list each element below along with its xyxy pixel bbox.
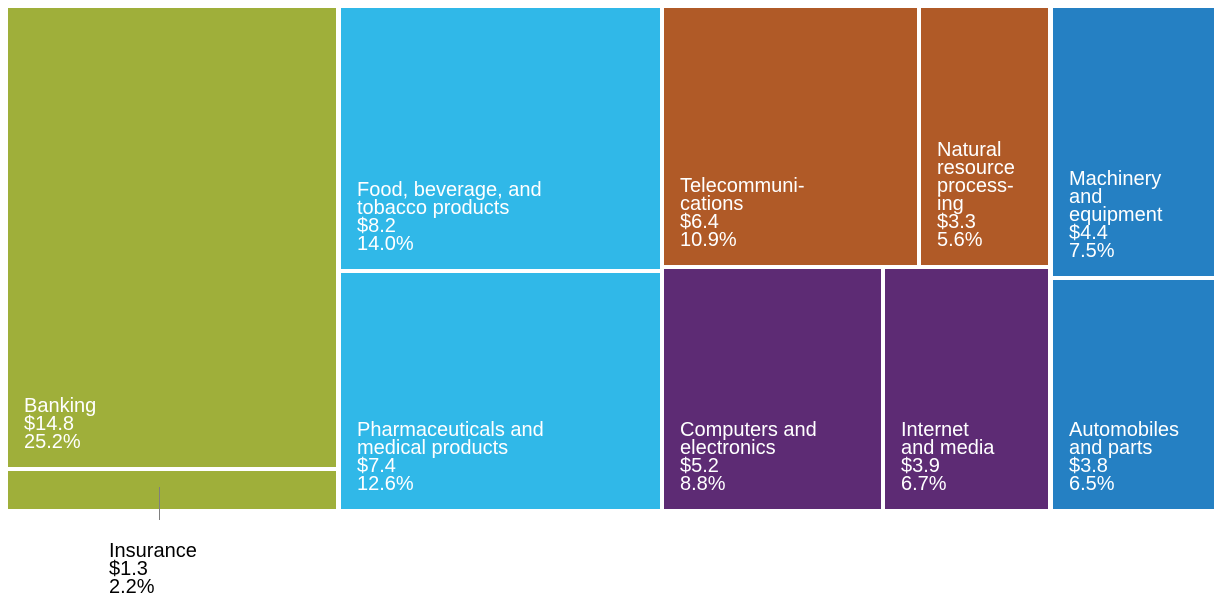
tile-name-line: Banking — [24, 395, 97, 417]
tile-share: 8.8% — [680, 473, 726, 495]
tile-share: 6.7% — [901, 473, 947, 495]
tile-name-line: cations — [680, 193, 744, 215]
tile-telecom: Telecommuni-cations $6.4 10.9% — [664, 8, 917, 265]
tile-value: $3.9 — [901, 455, 940, 477]
tile-machinery: Machinery and equipment $4.4 7.5% — [1053, 8, 1214, 276]
tile-share: 7.5% — [1069, 240, 1115, 262]
tile-label-banking: Banking $14.8 25.2% — [24, 395, 97, 453]
tile-share: 6.5% — [1069, 473, 1115, 495]
tile-name-line: ing — [937, 193, 964, 215]
tile-label-computers: Computers and electronics $5.2 8.8% — [680, 419, 817, 495]
tile-label-food: Food, beverage, and tobacco products $8.2 1… — [357, 179, 542, 255]
tile-name-line: process- — [937, 175, 1014, 197]
tile-name-line: resource — [937, 157, 1015, 179]
tile-value: $6.4 — [680, 211, 719, 233]
tile-name-line: Insurance — [109, 540, 197, 562]
tile-value: $8.2 — [357, 215, 396, 237]
tile-name-line: Automobiles — [1069, 419, 1180, 441]
tile-internet: Internet and media $3.9 6.7% — [885, 269, 1048, 509]
tile-share: 5.6% — [937, 229, 983, 251]
tile-name-line: Internet — [901, 419, 969, 441]
tile-label-automobiles: Automobiles and parts $3.8 6.5% — [1069, 419, 1180, 495]
tile-value: $3.8 — [1069, 455, 1108, 477]
tile-value: $1.3 — [109, 558, 148, 580]
tile-name-line: Food, beverage, and — [357, 179, 542, 201]
tile-banking: Banking $14.8 25.2% — [8, 8, 336, 467]
tile-share: 10.9% — [680, 229, 737, 251]
insurance-callout-line — [159, 487, 160, 520]
tile-name-line: Pharmaceuticals and — [357, 419, 544, 441]
tile-label-machinery: Machinery and equipment $4.4 7.5% — [1069, 168, 1163, 262]
tile-pharma: Pharmaceuticals and medical products $7.4 1… — [341, 273, 660, 509]
tile-automobiles: Automobiles and parts $3.8 6.5% — [1053, 280, 1214, 509]
tile-name-line: electronics — [680, 437, 776, 459]
tile-name-line: Computers and — [680, 419, 817, 441]
tile-name-line: and — [1069, 186, 1103, 208]
insurance-callout-label: Insurance $1.3 2.2% — [109, 540, 197, 598]
tile-computers: Computers and electronics $5.2 8.8% — [664, 269, 881, 509]
tile-name-line: Telecommuni- — [680, 175, 805, 197]
tile-name-line: Natural — [937, 139, 1002, 161]
tile-share: 2.2% — [109, 576, 155, 598]
tile-name-line: and media — [901, 437, 995, 459]
tile-name-line: and parts — [1069, 437, 1153, 459]
tile-value: $5.2 — [680, 455, 719, 477]
tile-label-telecom: Telecommuni-cations $6.4 10.9% — [680, 175, 805, 251]
tile-value: $3.3 — [937, 211, 976, 233]
tile-insurance — [8, 471, 336, 509]
tile-name-line: Machinery — [1069, 168, 1162, 190]
tile-name-line: medical products — [357, 437, 509, 459]
tile-natural: Natural resource process-ing $3.3 5.6% — [921, 8, 1048, 265]
tile-share: 25.2% — [24, 431, 81, 453]
tile-value: $14.8 — [24, 413, 75, 435]
tile-label-natural: Natural resource process-ing $3.3 5.6% — [937, 139, 1015, 251]
tile-label-internet: Internet and media $3.9 6.7% — [901, 419, 995, 495]
tile-food: Food, beverage, and tobacco products $8.2 1… — [341, 8, 660, 269]
tile-value: $7.4 — [357, 455, 396, 477]
tile-name-line: tobacco products — [357, 197, 510, 219]
tile-label-pharma: Pharmaceuticals and medical products $7.4 1… — [357, 419, 544, 495]
tile-share: 14.0% — [357, 233, 414, 255]
tile-name-line: equipment — [1069, 204, 1163, 226]
tile-share: 12.6% — [357, 473, 414, 495]
tile-value: $4.4 — [1069, 222, 1108, 244]
